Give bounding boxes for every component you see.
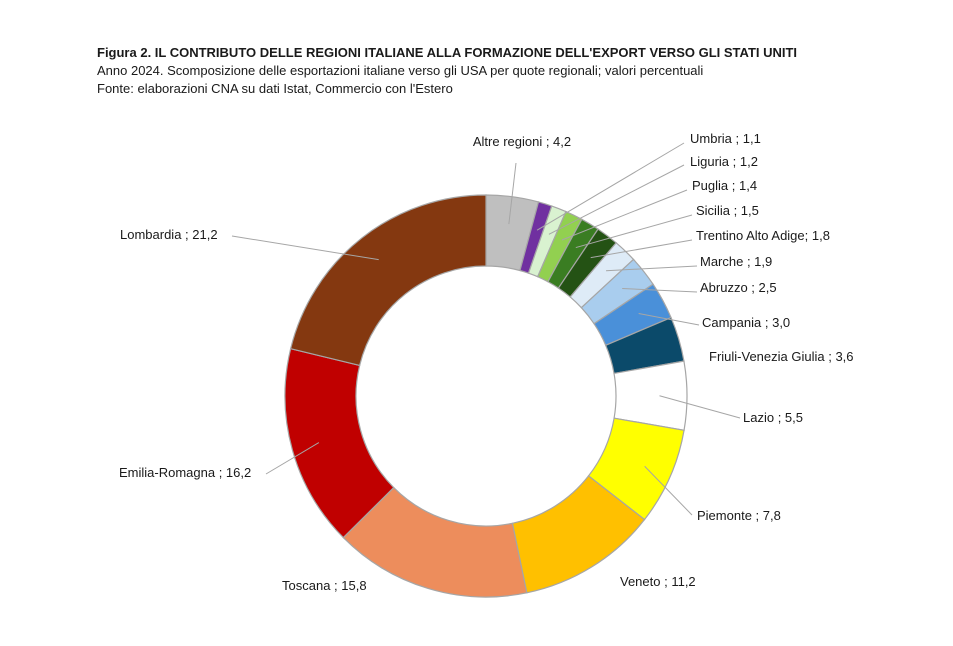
data-label: Liguria ; 1,2 xyxy=(690,154,758,169)
leader-line xyxy=(638,313,700,326)
leader-line xyxy=(265,442,320,475)
data-label: Emilia-Romagna ; 16,2 xyxy=(119,465,251,480)
data-label: Trentino Alto Adige; 1,8 xyxy=(696,228,830,243)
chart-source: Fonte: elaborazioni CNA su dati Istat, C… xyxy=(97,81,453,96)
data-label: Veneto ; 11,2 xyxy=(620,574,696,589)
data-label: Toscana ; 15,8 xyxy=(282,578,367,593)
leader-line xyxy=(575,214,693,249)
slice-labels: Altre regioni ; 4,2 Umbria ; 1,1 Liguria ;… xyxy=(119,131,854,593)
chart-subtitle: Anno 2024. Scomposizione delle esportazi… xyxy=(97,63,704,78)
slice-lombardia xyxy=(289,194,487,367)
donut-slices xyxy=(284,194,688,598)
leader-line xyxy=(622,287,698,293)
leader-line xyxy=(590,239,693,259)
data-label: Marche ; 1,9 xyxy=(700,254,772,269)
leader-line xyxy=(548,164,685,235)
leader-line xyxy=(659,395,741,419)
data-label: Sicilia ; 1,5 xyxy=(696,203,759,218)
data-label: Lombardia ; 21,2 xyxy=(120,227,218,242)
chart-title: Figura 2. IL CONTRIBUTO DELLE REGIONI IT… xyxy=(97,45,798,60)
data-label: Lazio ; 5,5 xyxy=(743,410,803,425)
leader-line xyxy=(536,142,685,231)
data-label: Campania ; 3,0 xyxy=(702,315,790,330)
leader-lines xyxy=(231,142,741,516)
data-label: Puglia ; 1,4 xyxy=(692,178,757,193)
chart-header: Figura 2. IL CONTRIBUTO DELLE REGIONI IT… xyxy=(97,44,797,98)
leader-line xyxy=(561,189,688,241)
data-label: Altre regioni ; 4,2 xyxy=(473,134,571,149)
leader-line xyxy=(606,265,698,272)
leader-line xyxy=(231,235,379,261)
leader-line xyxy=(508,162,517,225)
leader-line xyxy=(644,465,693,516)
data-label: Abruzzo ; 2,5 xyxy=(700,280,777,295)
data-label: Piemonte ; 7,8 xyxy=(697,508,781,523)
data-label: Umbria ; 1,1 xyxy=(690,131,761,146)
data-label: Friuli-Venezia Giulia ; 3,6 xyxy=(709,349,854,364)
